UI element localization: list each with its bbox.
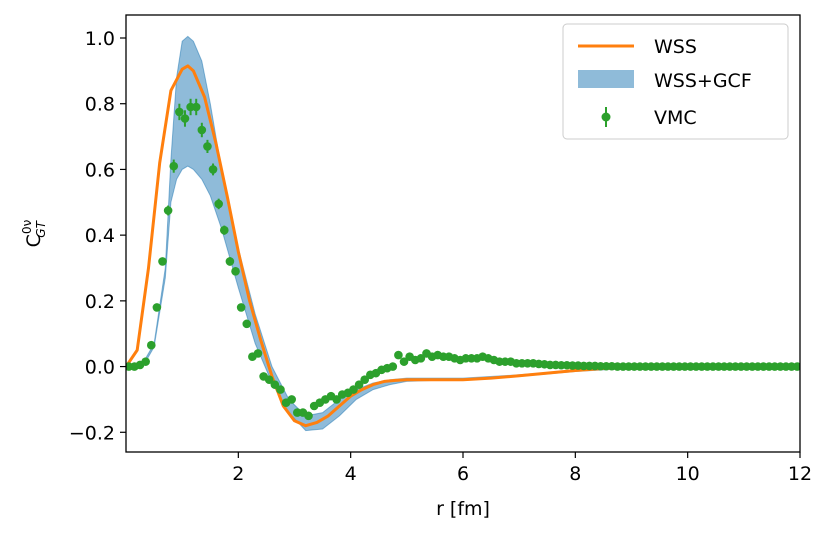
vmc-marker [349,385,358,394]
vmc-marker [354,380,364,389]
vmc-point [349,385,358,394]
legend-wss-gcf-label: WSS+GCF [654,70,752,92]
y-tick-label: 0.0 [85,357,115,379]
vmc-marker [231,266,240,276]
vmc-point [276,385,285,394]
vmc-point [203,139,212,153]
vmc-marker [146,340,156,350]
axes-frame [125,14,801,453]
vmc-marker [264,375,274,385]
vmc-marker [158,257,167,266]
x-tick-label: 4 [345,463,357,485]
wss-gcf-band [126,35,800,432]
vmc-marker [169,161,179,171]
vmc-marker [219,225,229,235]
vmc-point [332,395,341,404]
vmc-marker [236,303,246,312]
legend: WSS WSS+GCF VMC [562,23,789,140]
vmc-marker [253,349,263,358]
vmc-point [388,362,398,371]
vmc-point [163,205,173,216]
legend-box [562,23,789,140]
y-axis-label-superscript: 0ν [20,219,34,234]
vmc-marker [191,102,201,112]
vmc-marker [242,319,252,329]
vmc-marker [203,142,212,151]
vmc-point [792,362,800,371]
x-tick-label: 10 [676,463,700,485]
vmc-point [152,303,162,312]
vmc-point [394,350,403,360]
vmc-point [197,122,207,138]
vmc-point [242,319,252,329]
x-tick-label: 2 [232,463,244,485]
vmc-point [354,380,364,389]
plot-area [126,35,800,432]
vmc-point [253,349,263,358]
legend-vmc-label: VMC [654,107,697,129]
vmc-point [158,257,167,266]
vmc-point [236,303,246,312]
vmc-marker [214,199,223,209]
y-axis-label-base: C [23,234,45,247]
vmc-marker [180,114,190,123]
vmc-point [208,163,218,176]
vmc-point [360,375,370,385]
y-tick-label: 0.4 [85,225,115,247]
x-tick-label: 12 [788,463,812,485]
vmc-point [264,375,274,385]
vmc-marker [197,125,207,135]
vmc-point [225,257,235,266]
vmc-point [175,103,184,121]
vmc-marker [388,362,398,371]
vmc-marker [332,395,341,404]
x-tick-label: 8 [569,463,581,485]
vmc-marker [270,380,280,389]
y-tick-label: 0.2 [85,291,115,313]
y-tick-label: 0.6 [85,159,115,181]
legend-wss-label: WSS [654,36,697,58]
axes: 2 4 6 8 10 12 −0.2 0.0 0.2 0.4 0.6 0.8 1.0 [69,28,812,485]
vmc-marker [208,165,218,174]
vmc-marker [360,375,370,385]
vmc-marker [304,411,313,421]
vmc-marker [141,357,150,366]
vmc-point [180,110,190,127]
vmc-point [399,357,409,366]
y-axis-label: C0νGT [20,219,48,247]
vmc-point [141,357,150,366]
x-axis-label: r [fm] [436,498,490,520]
vmc-marker [225,257,235,266]
legend-vmc-marker [601,112,611,122]
vmc-point [214,198,223,210]
vmc-marker [163,206,173,215]
wss-line [126,64,800,428]
vmc-point [304,411,313,421]
vmc-marker [394,350,403,360]
vmc-point [169,159,179,173]
vmc-points [126,98,800,421]
vmc-point [231,266,240,276]
vmc-point [146,340,156,350]
y-tick-label: 1.0 [85,28,115,50]
vmc-point [287,395,296,404]
vmc-point [416,354,426,363]
x-tick-label: 6 [457,463,469,485]
vmc-point [191,98,201,116]
vmc-marker [152,303,162,312]
vmc-point [219,225,229,235]
vmc-point [270,380,280,389]
vmc-marker [276,385,285,394]
vmc-marker [175,107,184,117]
vmc-marker [399,357,409,366]
y-axis-label-subscript: GT [34,219,48,237]
vmc-marker [416,354,426,363]
legend-wss-gcf-swatch [578,70,634,88]
vmc-marker [792,362,800,371]
vmc-marker [287,395,296,404]
y-tick-label: 0.8 [85,94,115,116]
y-tick-label: −0.2 [69,422,115,444]
